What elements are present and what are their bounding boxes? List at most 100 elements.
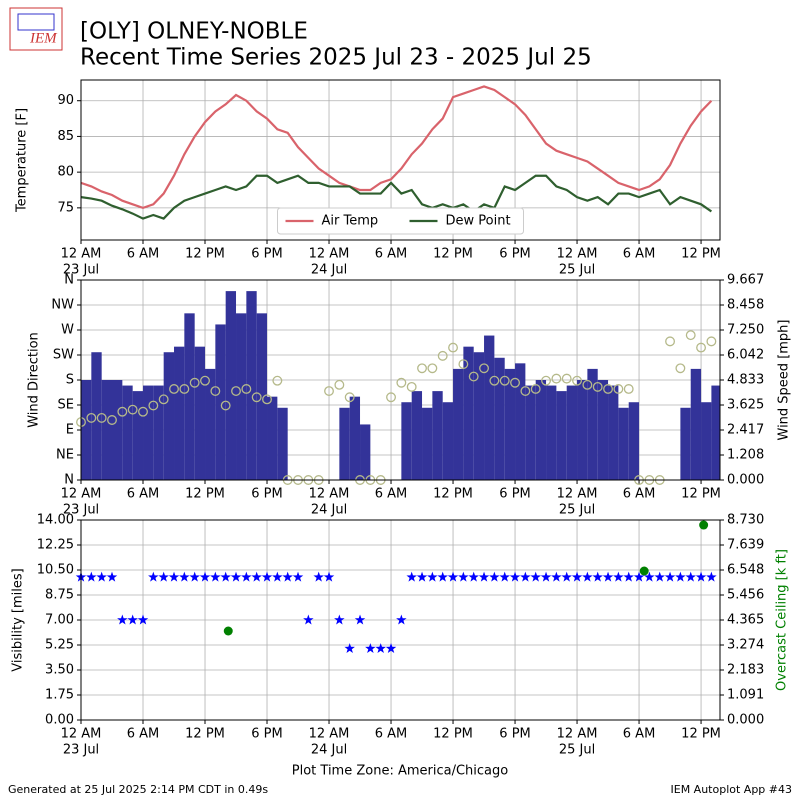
star-marker [385, 643, 397, 654]
bar [132, 391, 144, 480]
star-marker [86, 571, 97, 582]
bar [494, 357, 505, 480]
circle-marker [251, 392, 262, 403]
star-marker [303, 614, 314, 625]
x-tick-label: 12 PM [185, 247, 225, 262]
star-marker [530, 571, 541, 582]
x-tick-label: 6 PM [499, 487, 530, 502]
y-axis-label: Wind Direction [27, 332, 42, 428]
y-tick-label: 85 [57, 129, 74, 144]
y-tick-label: 14.00 [37, 513, 74, 528]
circle-marker [530, 384, 541, 394]
star-marker [633, 571, 645, 582]
star-marker [354, 614, 366, 625]
circle-marker [138, 406, 148, 417]
y2-axis-label: Wind Speed [mph] [777, 320, 792, 441]
star-marker [540, 571, 552, 582]
x-tick-label: 12 AM [61, 487, 102, 502]
bar [246, 291, 257, 480]
bar [577, 380, 588, 480]
x-axis-label: Plot Time Zone: America/Chicago [292, 764, 508, 779]
circle-marker [696, 342, 707, 353]
bar [401, 402, 412, 480]
y-tick-label: SE [58, 398, 74, 413]
y-tick-label: 8.75 [45, 588, 74, 603]
y2-tick-label: 2.183 [727, 662, 764, 677]
logo-text: IEM [29, 30, 58, 46]
bar [484, 335, 495, 480]
bar [504, 368, 516, 480]
bar [587, 368, 598, 480]
y-tick-label: 1.75 [45, 688, 74, 703]
star-marker [313, 571, 324, 582]
line [81, 85, 713, 210]
star-marker [416, 571, 428, 582]
circle-marker [458, 359, 469, 370]
y2-tick-label: 6.042 [727, 347, 764, 362]
y-tick-label: W [61, 323, 74, 338]
star-marker [437, 571, 448, 582]
y2-tick-label: 6.548 [727, 562, 764, 577]
circle-marker [189, 377, 200, 388]
x-date-label: 25 Jul [559, 503, 595, 518]
star-marker [189, 571, 200, 582]
x-tick-label: 12 AM [557, 487, 598, 502]
star-marker [654, 571, 665, 582]
star-marker [613, 571, 624, 582]
bar [184, 313, 195, 480]
circle-marker [665, 336, 676, 347]
x-date-label: 23 Jul [63, 743, 99, 758]
circle-marker [127, 404, 138, 415]
star-marker [282, 571, 293, 582]
bar [546, 385, 557, 480]
x-tick-label: 6 AM [375, 247, 408, 262]
bar [566, 385, 578, 480]
bar [411, 391, 423, 480]
star-marker [489, 571, 500, 582]
y-tick-label: 7.00 [45, 613, 74, 628]
star-marker [158, 571, 169, 582]
star-marker [127, 614, 138, 625]
y-tick-label: NW [51, 298, 74, 313]
bar [225, 291, 237, 480]
x-tick-label: 12 PM [185, 727, 225, 742]
y-tick-label: N [64, 473, 74, 488]
star-marker [365, 643, 376, 654]
x-date-label: 25 Jul [559, 263, 595, 278]
star-marker [623, 571, 634, 582]
star-marker [334, 614, 345, 625]
y2-tick-label: 9.667 [727, 273, 764, 288]
bar [174, 346, 185, 480]
star-marker [117, 614, 128, 625]
circle-marker [344, 392, 355, 403]
star-marker [695, 571, 707, 582]
x-date-label: 25 Jul [559, 743, 595, 758]
star-marker [230, 571, 242, 582]
circle-marker [324, 386, 334, 396]
star-marker [96, 571, 107, 582]
y2-axis-label: Overcast Ceiling [k ft] [775, 549, 790, 691]
bar [349, 396, 361, 480]
circle-marker [437, 350, 448, 361]
x-tick-label: 12 AM [309, 487, 350, 502]
x-tick-label: 12 AM [557, 247, 598, 262]
bar [535, 380, 547, 480]
star-marker [406, 571, 417, 582]
y-tick-label: E [66, 423, 74, 438]
star-marker [272, 571, 283, 582]
y2-tick-label: 4.365 [727, 613, 764, 628]
line [81, 174, 713, 220]
plot-frame [80, 79, 721, 241]
y-tick-label: 3.50 [45, 663, 74, 678]
circle-marker [179, 384, 190, 394]
plot-area [81, 85, 713, 220]
legend-label: Air Temp [322, 214, 379, 229]
x-tick-label: 12 AM [557, 727, 598, 742]
circle-marker [706, 336, 717, 347]
circle-marker [592, 381, 603, 392]
footer-right: IEM Autoplot App #43 [671, 783, 793, 796]
y-tick-label: 10.50 [37, 563, 74, 578]
bar [360, 424, 371, 480]
